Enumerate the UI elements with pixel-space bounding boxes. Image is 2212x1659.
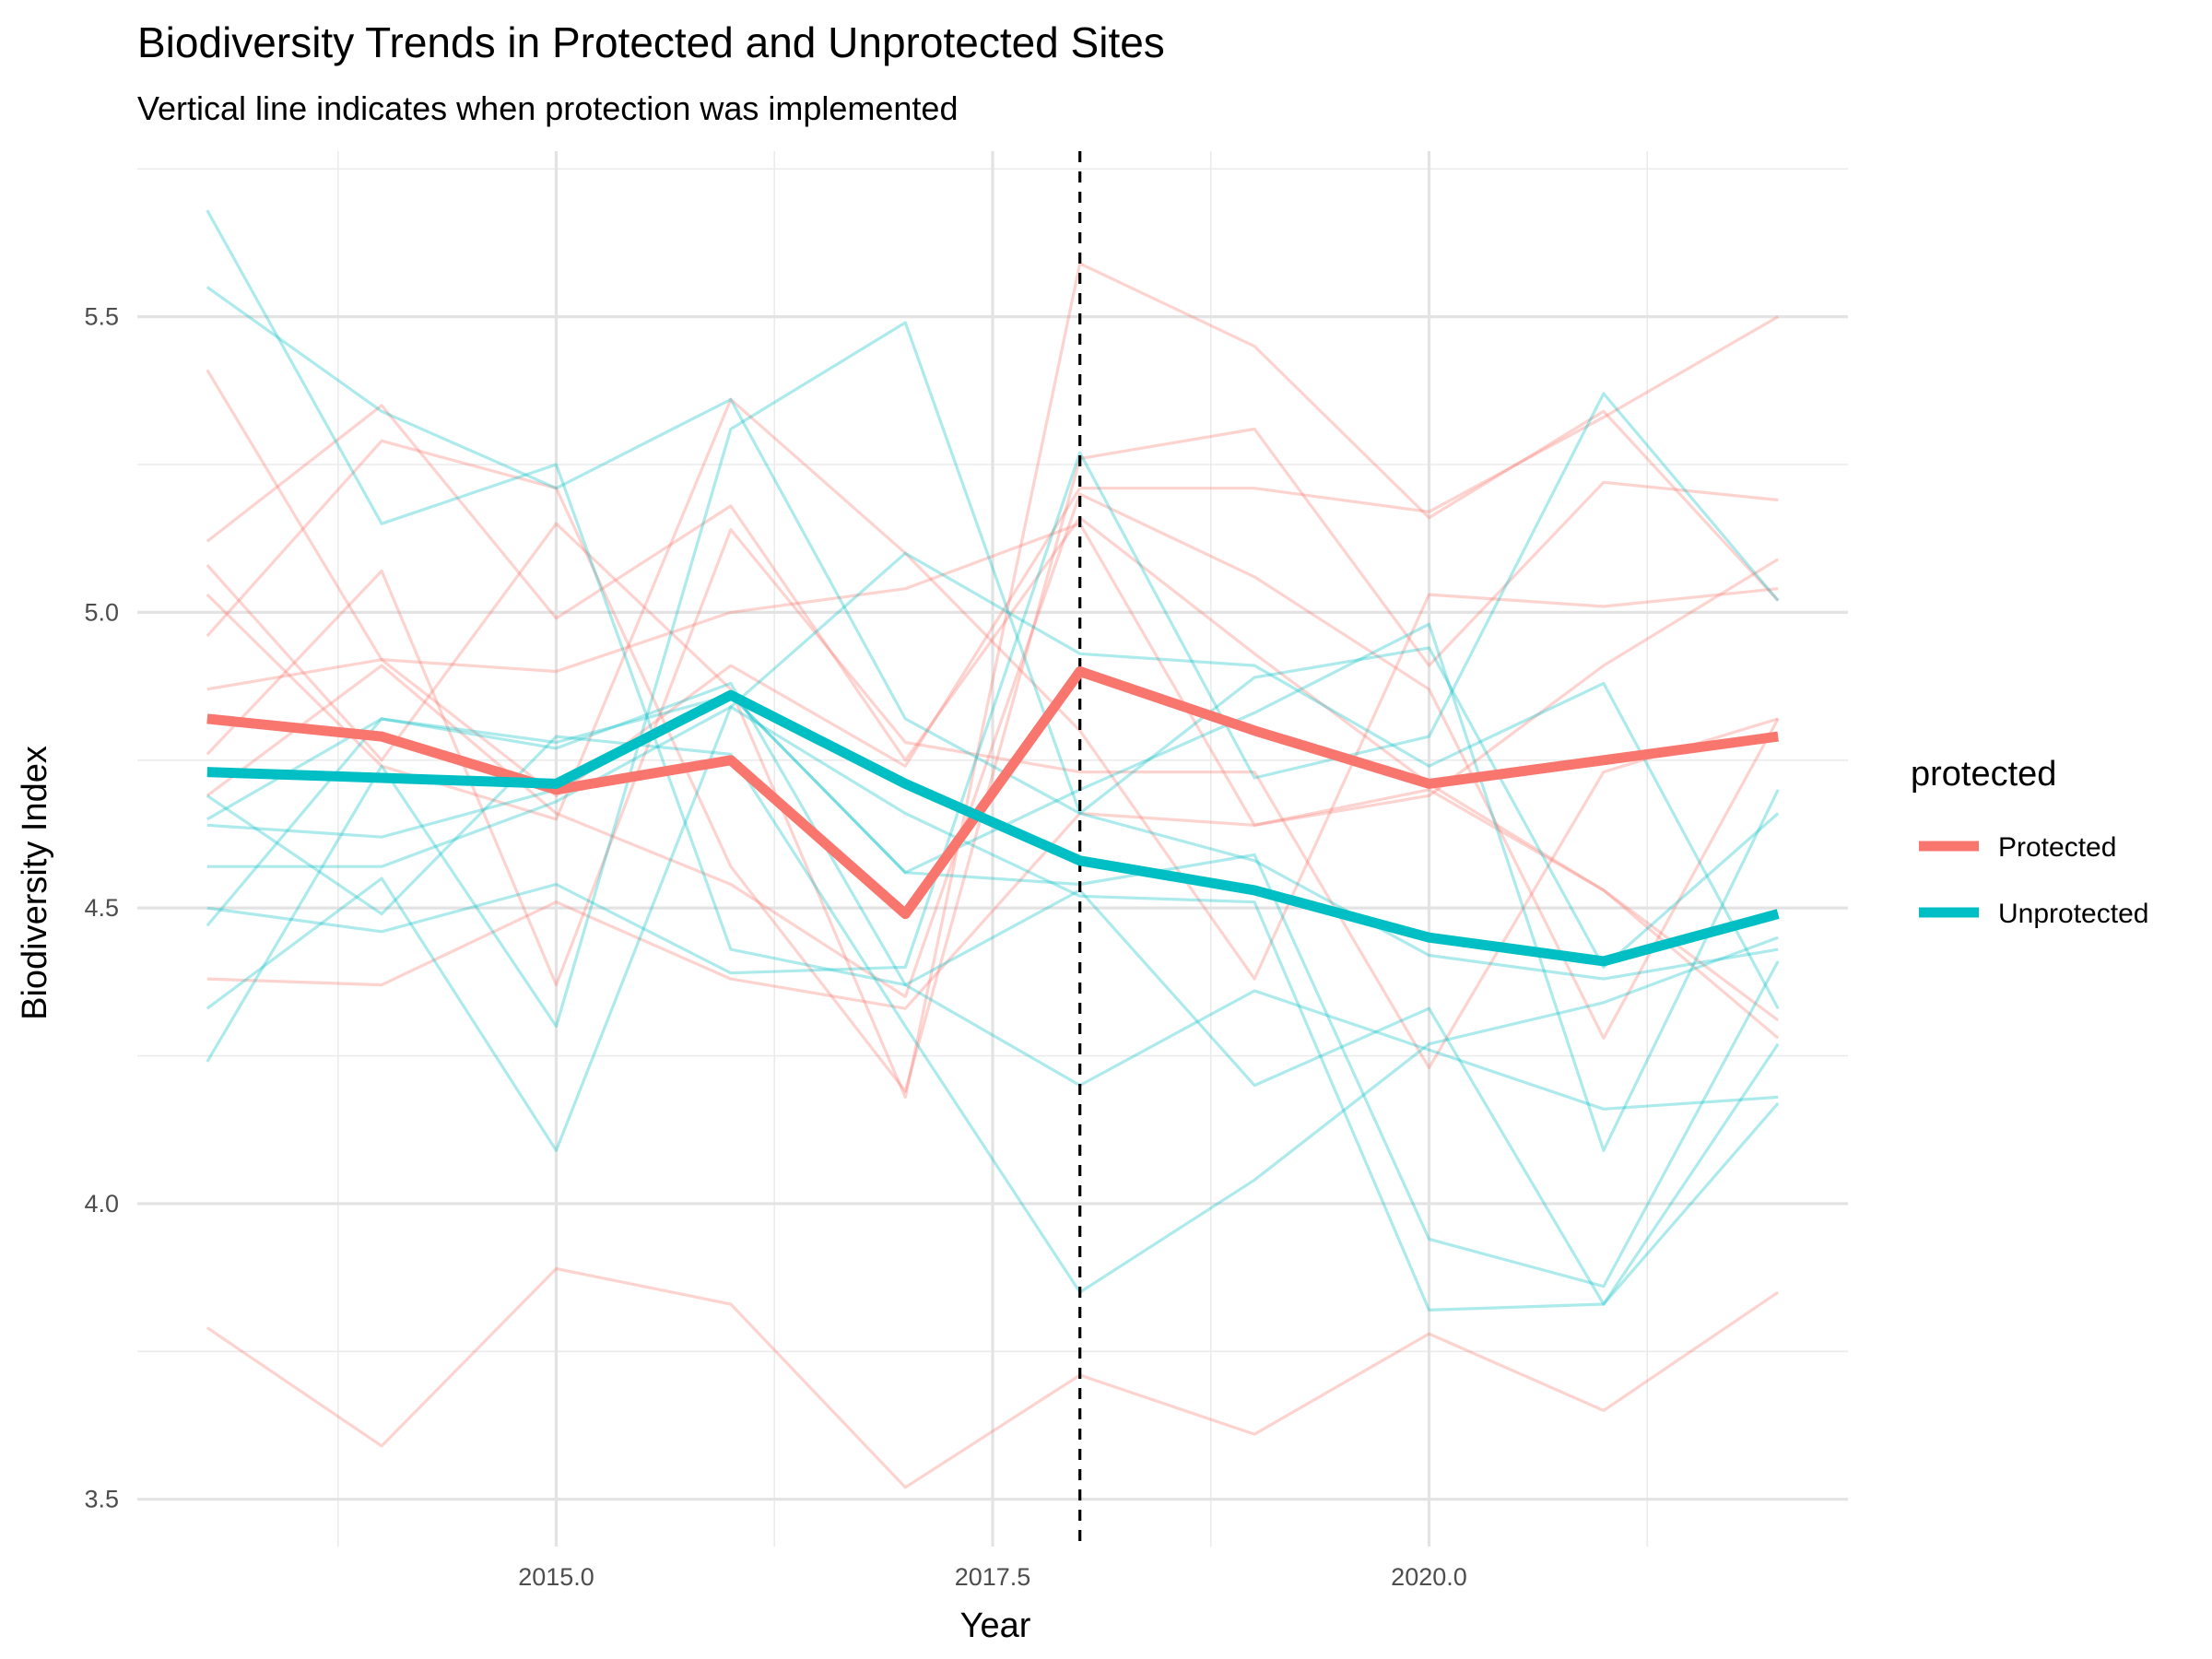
unprotected-site-line-18	[206, 735, 1779, 1294]
unprotected-site-line-14	[206, 705, 1780, 1312]
protected-site-line-10	[206, 492, 1780, 1040]
y-tick-label: 5.0	[84, 598, 119, 626]
tick-labels: 2015.0 2017.5 2020.0 3.5 4.0 4.5 5.0 5.5	[84, 303, 1466, 1591]
y-tick-label: 4.0	[84, 1190, 119, 1218]
legend-title: protected	[1911, 755, 2056, 794]
x-tick-label: 2020.0	[1391, 1563, 1467, 1591]
legend-label-protected: Protected	[1998, 832, 2116, 863]
unprotected-site-line-20	[206, 693, 1780, 1288]
protected-site-line-6	[206, 262, 1780, 1099]
y-tick-label: 4.5	[84, 894, 119, 922]
protected-site-line-7	[206, 427, 1779, 1093]
unprotected-site-line-15	[206, 681, 1779, 1111]
chart-subtitle: Vertical line indicates when protection …	[137, 89, 958, 127]
x-axis-title: Year	[960, 1606, 1031, 1645]
protected-site-line-3	[206, 404, 1780, 1022]
unprotected-site-line-19	[206, 392, 1780, 975]
unprotected-site-line-16	[206, 551, 1780, 1152]
y-axis-title: Biodiversity Index	[16, 746, 54, 1020]
legend: protected Protected Unprotected	[1911, 755, 2148, 929]
protected-site-line-8	[206, 397, 1779, 981]
y-tick-label: 3.5	[84, 1486, 119, 1513]
legend-label-unprotected: Unprotected	[1998, 899, 2148, 929]
y-tick-label: 5.5	[84, 303, 119, 331]
protected-site-line-5	[206, 788, 1780, 1040]
protected-site-line-2	[206, 315, 1779, 797]
site-lines	[206, 209, 1780, 1489]
unprotected-mean-line	[206, 689, 1780, 967]
grid-lines	[137, 151, 1848, 1547]
protected-site-line-1	[206, 1266, 1780, 1489]
group-mean-lines	[206, 666, 1780, 967]
x-tick-label: 2017.5	[955, 1563, 1031, 1591]
protected-site-line-4	[206, 522, 1780, 827]
unprotected-site-line-12	[206, 286, 1779, 981]
protected-mean-line	[206, 666, 1779, 920]
unprotected-site-line-13	[206, 622, 1780, 1152]
unprotected-site-line-17	[206, 321, 1780, 1063]
chart-title: Biodiversity Trends in Protected and Unp…	[137, 18, 1165, 66]
x-tick-label: 2015.0	[518, 1563, 594, 1591]
unprotected-site-line-11	[206, 209, 1780, 1306]
